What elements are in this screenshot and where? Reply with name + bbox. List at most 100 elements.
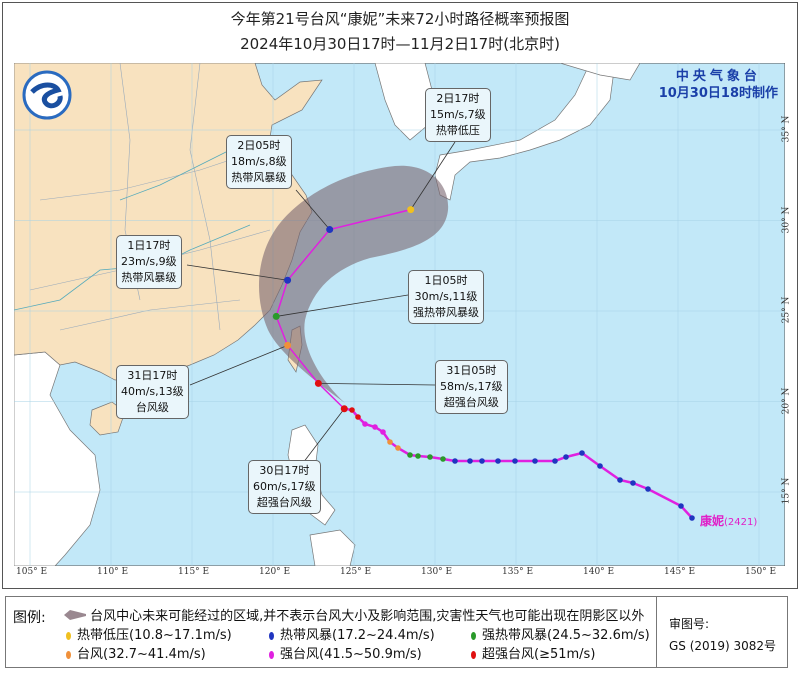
title-line1: 今年第21号台风“康妮”未来72小时路径概率预报图 xyxy=(230,10,570,28)
past-track-point xyxy=(512,458,518,464)
leader-line xyxy=(295,189,331,230)
magenta-dot-icon xyxy=(269,650,274,659)
lon-tick-label: 110° E xyxy=(97,567,129,577)
label-time: 1日05时 xyxy=(424,274,468,287)
lat-tick-label: 20° N xyxy=(781,387,792,414)
past-track-point xyxy=(532,458,538,464)
past-track-point xyxy=(479,458,485,464)
label-wind: 60m/s,17级 xyxy=(253,480,316,493)
lon-tick-label: 150° E xyxy=(745,567,777,577)
label-category: 热带低压 xyxy=(435,124,480,137)
label-category: 热带风暴级 xyxy=(231,171,287,184)
legend: 图例: 台风中心未来可能经过的区域,并不表示台风大小及影响范围,灾害性天气也可能… xyxy=(5,596,788,668)
past-track-point xyxy=(395,445,401,451)
title-line2: 2024年10月30日17时—11月2日17时(北京时) xyxy=(240,35,560,53)
legend-item: 强热带风暴(24.5~32.6m/s) xyxy=(471,624,650,643)
label-wind: 18m/s,8级 xyxy=(231,155,287,168)
typhoon-code: (2421) xyxy=(724,517,758,528)
forecast-point xyxy=(407,206,415,214)
lon-tick-label: 140° E xyxy=(583,567,615,577)
forecast-point xyxy=(340,405,348,413)
lat-tick-label: 35° N xyxy=(781,115,792,143)
leader-line xyxy=(318,383,436,386)
past-track-point xyxy=(362,421,368,427)
lon-tick-label: 130° E xyxy=(421,567,453,577)
forecast-label-2d17: 2日17时 15m/s,7级 热带低压 xyxy=(425,88,491,142)
label-wind: 23m/s,9级 xyxy=(121,255,177,268)
agency-stamp: 中央气象台 10月30日18时制作 xyxy=(659,68,778,102)
korea xyxy=(374,63,433,141)
legend-label: 强热带风暴(24.5~32.6m/s) xyxy=(482,628,650,643)
legend-label: 强台风(41.5~50.9m/s) xyxy=(280,647,422,662)
leader-line xyxy=(189,345,288,386)
past-track-point xyxy=(617,477,623,483)
forecast-label-30d17: 30日17时 60m/s,17级 超强台风级 xyxy=(248,460,321,514)
past-track-point xyxy=(355,414,361,420)
legend-divider xyxy=(656,597,657,667)
lon-tick-label: 105° E xyxy=(16,567,48,577)
lon-tick-label: 125° E xyxy=(340,567,372,577)
label-category: 台风级 xyxy=(135,401,169,414)
past-track-point xyxy=(552,458,558,464)
legend-label: 热带风暴(17.2~24.4m/s) xyxy=(280,628,435,643)
track xyxy=(272,206,695,521)
legend-label: 热带低压(10.8~17.1m/s) xyxy=(77,628,232,643)
legend-item: 超强台风(≥51m/s) xyxy=(471,643,595,662)
past-track-point xyxy=(427,454,433,460)
visayas xyxy=(309,529,356,566)
past-track-point xyxy=(579,450,585,456)
past-track-point xyxy=(349,407,355,413)
legend-item: 强台风(41.5~50.9m/s) xyxy=(269,643,422,662)
agency-name: 中央气象台 xyxy=(675,69,761,84)
legend-item: 台风(32.7~41.4m/s) xyxy=(66,643,206,662)
past-track-point xyxy=(689,515,695,521)
forecast-label-2d05: 2日05时 18m/s,8级 热带风暴级 xyxy=(226,135,292,189)
past-track-point xyxy=(467,458,473,464)
forecast-label-1d05: 1日05时 30m/s,11级 强热带风暴级 xyxy=(408,270,484,324)
issue-time: 10月30日18时制作 xyxy=(658,86,778,101)
label-time: 2日17时 xyxy=(436,92,480,105)
past-track-point xyxy=(645,486,651,492)
legend-item: 热带低压(10.8~17.1m/s) xyxy=(66,624,232,643)
legend-cone: 台风中心未来可能经过的区域,并不表示台风大小及影响范围,灾害性天气也可能出现在阴… xyxy=(64,605,644,624)
past-track-point xyxy=(372,424,378,430)
label-wind: 40m/s,13级 xyxy=(121,385,184,398)
label-time: 1日17时 xyxy=(127,239,171,252)
legend-title: 图例: xyxy=(13,610,46,626)
yellow-dot-icon xyxy=(66,631,71,640)
leader-line xyxy=(276,294,409,317)
label-category: 超强台风级 xyxy=(443,396,499,409)
lon-tick-label: 115° E xyxy=(178,567,210,577)
past-track-point xyxy=(387,439,393,445)
forecast-point xyxy=(326,226,334,234)
probability-cone xyxy=(258,165,449,403)
forecast-label-31d05: 31日05时 58m/s,17级 超强台风级 xyxy=(435,360,508,414)
label-category: 超强台风级 xyxy=(256,496,312,509)
cma-logo xyxy=(22,70,72,120)
frame xyxy=(2,2,798,589)
forecast-point xyxy=(284,276,292,284)
past-track-point xyxy=(415,453,421,459)
lat-tick-label: 30° N xyxy=(781,206,792,233)
lon-tick-label: 120° E xyxy=(259,567,291,577)
label-time: 2日05时 xyxy=(237,139,281,152)
legend-label: 超强台风(≥51m/s) xyxy=(482,647,596,662)
forecast-point xyxy=(272,312,280,320)
lon-tick-label: 135° E xyxy=(502,567,534,577)
forecast-point xyxy=(284,341,292,349)
label-wind: 30m/s,11级 xyxy=(414,290,478,303)
orange-dot-icon xyxy=(66,650,71,659)
label-time: 31日05时 xyxy=(446,364,497,377)
past-track-point xyxy=(495,458,501,464)
green-dot-icon xyxy=(471,631,476,640)
hokkaido xyxy=(559,63,641,81)
forecast-label-1d17: 1日17时 23m/s,9级 热带风暴级 xyxy=(116,235,182,289)
past-track-point xyxy=(563,454,569,460)
red-dot-icon xyxy=(471,650,476,659)
past-track-point xyxy=(440,456,446,462)
past-track-point xyxy=(452,458,458,464)
past-track-point xyxy=(380,429,386,435)
past-track-point xyxy=(597,463,603,469)
approval-label: 审图号: xyxy=(669,617,710,631)
